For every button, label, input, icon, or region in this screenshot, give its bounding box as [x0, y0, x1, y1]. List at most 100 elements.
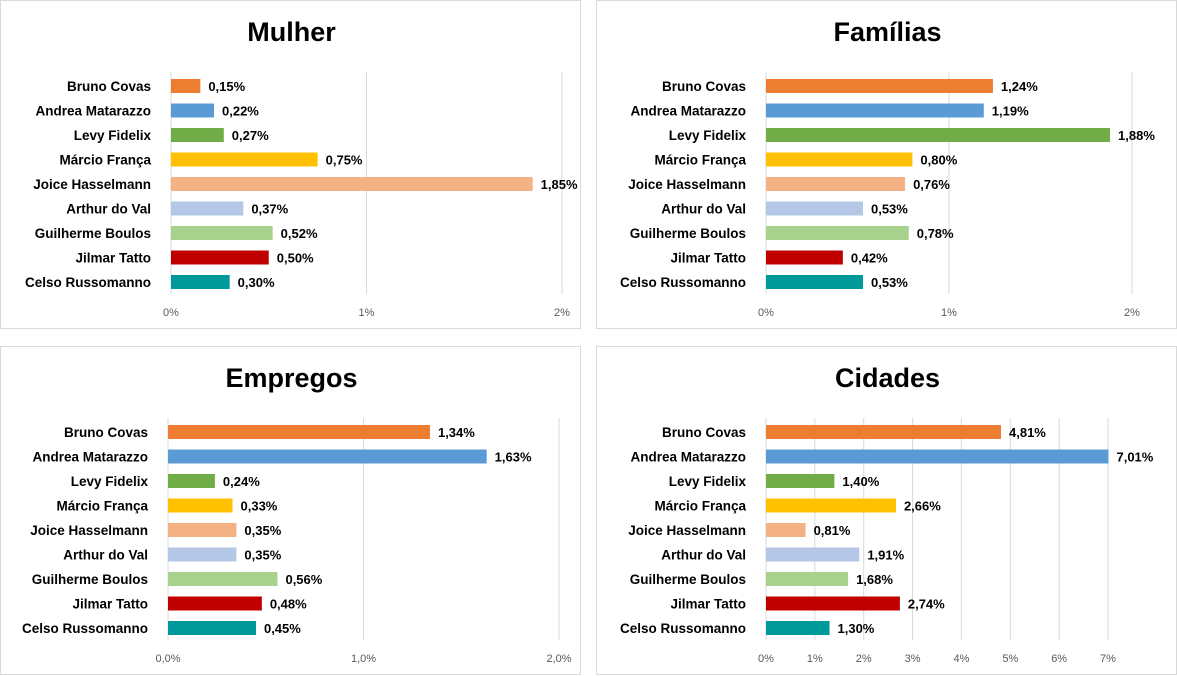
chart-empregos-value-label: 0,35% [244, 548, 281, 563]
chart-cidades-category-label: Levy Fidelix [669, 474, 747, 489]
chart-cidades-category-label: Celso Russomanno [620, 621, 746, 636]
chart-empregos-category-label: Jilmar Tatto [72, 597, 148, 612]
chart-cidades-title: Cidades [835, 363, 940, 393]
chart-mulher-category-label: Levy Fidelix [74, 128, 152, 143]
chart-mulher-value-label: 0,22% [222, 104, 259, 119]
chart-familias-category-label: Celso Russomanno [620, 275, 746, 290]
chart-mulher-bar-celso-russomanno [171, 275, 230, 289]
chart-familias-value-label: 1,19% [992, 104, 1029, 119]
chart-cidades-tick-label: 6% [1051, 653, 1067, 665]
chart-familias-tick-label: 0% [758, 307, 774, 319]
chart-familias-bar-marcio-franca [766, 152, 913, 167]
chart-empregos-value-label: 0,33% [241, 499, 278, 514]
chart-svg-familias: Famílias 0% 1% 2% Bruno Covas 1,24% Andrea Mat… [620, 17, 1155, 319]
chart-familias-category-label: Guilherme Boulos [630, 226, 746, 241]
chart-mulher-tick-label: 1% [359, 307, 375, 319]
chart-mulher-value-label: 1,85% [541, 177, 578, 192]
chart-cidades-tick-label: 5% [1002, 653, 1018, 665]
chart-empregos-category-label: Guilherme Boulos [32, 572, 148, 587]
chart-familias-bar-andrea-matarazzo [766, 103, 984, 118]
chart-cidades-bar-arthur-do-val [766, 547, 860, 562]
chart-empregos-tick-label: 0,0% [155, 653, 180, 665]
chart-familias-title: Famílias [833, 17, 941, 47]
chart-familias-bar-bruno-covas [766, 79, 993, 93]
chart-cidades-tick-label: 4% [953, 653, 969, 665]
chart-cidades-category-label: Andrea Matarazzo [630, 450, 746, 465]
chart-cidades-category-label: Jilmar Tatto [670, 597, 746, 612]
chart-familias-category-label: Jilmar Tatto [670, 251, 746, 266]
chart-empregos-value-label: 0,48% [270, 597, 307, 612]
chart-mulher-category-label: Celso Russomanno [25, 275, 151, 290]
chart-empregos-tick-label: 1,0% [351, 653, 376, 665]
chart-mulher-value-label: 0,15% [208, 79, 245, 94]
chart-empregos-bar-marcio-franca [168, 498, 233, 513]
chart-cidades-bar-marcio-franca [766, 498, 896, 513]
chart-empregos-value-label: 0,24% [223, 474, 260, 489]
chart-empregos-value-label: 0,35% [244, 523, 281, 538]
chart-mulher-bar-arthur-do-val [171, 201, 244, 216]
chart-cidades-category-label: Arthur do Val [661, 548, 746, 563]
chart-cidades-tick-label: 2% [856, 653, 872, 665]
chart-mulher-bar-andrea-matarazzo [171, 103, 215, 118]
chart-cidades-value-label: 7,01% [1116, 450, 1153, 465]
chart-mulher-value-label: 0,50% [277, 251, 314, 266]
chart-mulher-bar-levy-fidelix [171, 128, 224, 142]
chart-familias-tick-label: 1% [941, 307, 957, 319]
chart-empregos-category-label: Arthur do Val [63, 548, 148, 563]
chart-familias-value-label: 1,24% [1001, 79, 1038, 94]
chart-cidades-bar-bruno-covas [766, 425, 1002, 439]
chart-familias-bar-arthur-do-val [766, 201, 863, 216]
chart-familias-value-label: 0,76% [913, 177, 950, 192]
chart-familias-bar-joice-hasselmann [766, 177, 906, 191]
chart-empregos-category-label: Andrea Matarazzo [32, 450, 148, 465]
chart-empregos-bar-guilherme-boulos [168, 572, 278, 586]
chart-mulher-value-label: 0,75% [326, 153, 363, 168]
chart-empregos-bar-celso-russomanno [168, 621, 256, 635]
chart-familias-tick-label: 2% [1124, 307, 1140, 319]
chart-familias-bar-levy-fidelix [766, 128, 1111, 142]
chart-empregos-bar-andrea-matarazzo [168, 449, 487, 464]
chart-svg-cidades: Cidades 0% 1% 2% 3% 4% 5% 6% 7% Bruno Covas 4,81% A… [620, 363, 1154, 665]
chart-mulher-value-label: 0,30% [238, 275, 275, 290]
chart-panel-empregos: Empregos 0,0% 1,0% 2,0% Bruno Covas 1,34% Andr… [0, 346, 581, 675]
chart-cidades-bar-andrea-matarazzo [766, 449, 1109, 464]
chart-cidades-tick-label: 0% [758, 653, 774, 665]
chart-familias-value-label: 0,78% [917, 226, 954, 241]
chart-familias-bar-celso-russomanno [766, 275, 863, 289]
chart-cidades-value-label: 2,66% [904, 499, 941, 514]
chart-empregos-value-label: 1,34% [438, 425, 475, 440]
chart-cidades-category-label: Márcio França [654, 499, 746, 514]
chart-mulher-tick-label: 2% [554, 307, 570, 319]
chart-cidades-value-label: 1,91% [867, 548, 904, 563]
chart-mulher-category-label: Andrea Matarazzo [35, 104, 151, 119]
chart-mulher-category-label: Jilmar Tatto [75, 251, 151, 266]
chart-cidades-tick-label: 1% [807, 653, 823, 665]
chart-mulher-bar-bruno-covas [171, 79, 201, 93]
chart-mulher-title: Mulher [247, 17, 336, 47]
chart-empregos-bar-bruno-covas [168, 425, 430, 439]
chart-familias-value-label: 0,42% [851, 251, 888, 266]
chart-svg-empregos: Empregos 0,0% 1,0% 2,0% Bruno Covas 1,34% Andr… [22, 363, 572, 665]
chart-empregos-bar-levy-fidelix [168, 474, 215, 488]
chart-svg-mulher: Mulher 0% 1% 2% Bruno Covas 0,15% Andrea Matar… [25, 17, 578, 319]
chart-mulher-bar-guilherme-boulos [171, 226, 273, 240]
chart-cidades-value-label: 0,81% [814, 523, 851, 538]
chart-empregos-value-label: 1,63% [495, 450, 532, 465]
chart-empregos-bar-arthur-do-val [168, 547, 237, 562]
chart-cidades-value-label: 1,40% [842, 474, 879, 489]
chart-familias-bar-guilherme-boulos [766, 226, 909, 240]
chart-cidades-bar-levy-fidelix [766, 474, 835, 488]
chart-mulher-bar-marcio-franca [171, 152, 318, 167]
chart-cidades-bar-celso-russomanno [766, 621, 830, 635]
chart-cidades-value-label: 4,81% [1009, 425, 1046, 440]
chart-cidades-tick-label: 7% [1100, 653, 1116, 665]
chart-mulher-value-label: 0,52% [281, 226, 318, 241]
chart-familias-category-label: Bruno Covas [662, 79, 746, 94]
chart-mulher-category-label: Arthur do Val [66, 202, 151, 217]
chart-empregos-category-label: Márcio França [56, 499, 148, 514]
chart-mulher-category-label: Joice Hasselmann [33, 177, 151, 192]
chart-mulher-category-label: Márcio França [59, 153, 151, 168]
chart-familias-value-label: 0,53% [871, 275, 908, 290]
chart-cidades-bar-guilherme-boulos [766, 572, 849, 586]
chart-familias-category-label: Andrea Matarazzo [630, 104, 746, 119]
